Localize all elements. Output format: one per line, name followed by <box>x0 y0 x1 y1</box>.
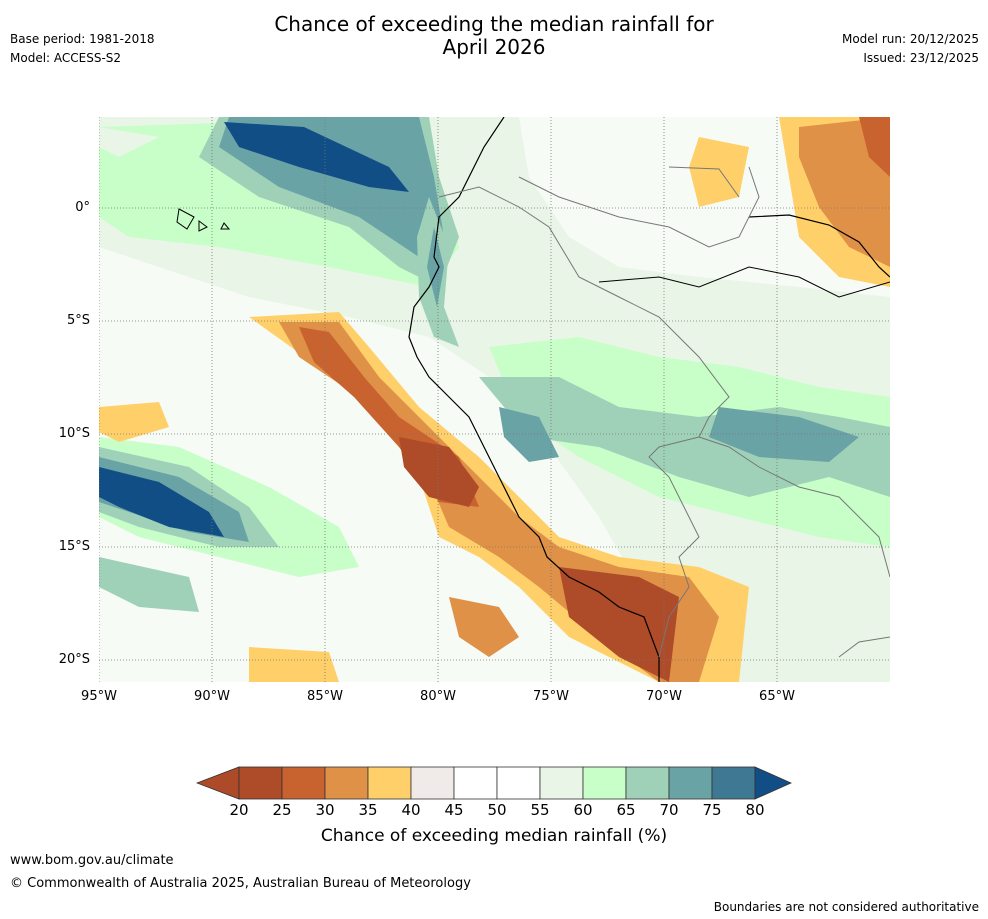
title-line-2: April 2026 <box>442 35 546 59</box>
model-run-label: Model run: 20/12/2025 <box>841 32 979 46</box>
colorbar-tick-60: 60 <box>573 801 593 819</box>
colorbar-tick-45: 45 <box>444 801 464 819</box>
lon-label-75w: 75°W <box>533 689 569 704</box>
model-label: Model: ACCESS-S2 <box>10 51 122 65</box>
colorbar-low-arrow <box>196 766 240 800</box>
colorbar-bin-55-60 <box>539 766 584 800</box>
colorbar-high-arrow <box>754 766 792 800</box>
colorbar-tick-55: 55 <box>530 801 550 819</box>
lon-label-90w: 90°W <box>194 689 230 704</box>
coastline <box>408 117 660 682</box>
footer-url: www.bom.gov.au/climate <box>10 853 174 868</box>
colorbar-bin-75-80 <box>711 766 756 800</box>
colorbar-tick-80: 80 <box>745 801 765 819</box>
colorbar-tick-40: 40 <box>401 801 421 819</box>
colorbar-label: Chance of exceeding median rainfall (%) <box>320 826 668 846</box>
lat-label-0: 0° <box>75 200 90 215</box>
lon-label-65w: 65°W <box>759 689 795 704</box>
lon-label-80w: 80°W <box>420 689 456 704</box>
colorbar-bin-35-40 <box>367 766 412 800</box>
colorbar <box>196 766 792 800</box>
page-title: Chance of exceeding the median rainfall … <box>0 13 988 59</box>
colorbar-tick-30: 30 <box>315 801 335 819</box>
colorbar-bin-40-45 <box>410 766 455 800</box>
lat-label-20s: 20°S <box>58 652 90 667</box>
country-borders <box>438 166 890 658</box>
colorbar-bin-50-55 <box>496 766 541 800</box>
footer-copyright: © Commonwealth of Australia 2025, Austra… <box>10 876 471 891</box>
colorbar-tick-75: 75 <box>702 801 722 819</box>
colorbar-bin-25-30 <box>281 766 326 800</box>
colorbar-tick-50: 50 <box>487 801 507 819</box>
galapagos-islands <box>176 208 231 232</box>
amazon-river <box>748 214 890 278</box>
colorbar-bin-45-50 <box>453 766 498 800</box>
rainfall-probability-map <box>99 117 890 682</box>
lat-label-10s: 10°S <box>58 426 90 441</box>
issued-label: Issued: 23/12/2025 <box>863 51 979 65</box>
lat-label-15s: 15°S <box>58 539 90 554</box>
title-line-1: Chance of exceeding the median rainfall … <box>274 12 714 36</box>
colorbar-tick-70: 70 <box>659 801 679 819</box>
colorbar-tick-65: 65 <box>616 801 636 819</box>
river-line <box>598 266 890 298</box>
colorbar-bin-70-75 <box>668 766 713 800</box>
base-period-label: Base period: 1981-2018 <box>10 32 155 46</box>
colorbar-bin-65-70 <box>625 766 670 800</box>
lon-label-70w: 70°W <box>646 689 682 704</box>
lat-label-5s: 5°S <box>66 313 90 328</box>
lon-label-95w: 95°W <box>81 689 117 704</box>
colorbar-tick-35: 35 <box>358 801 378 819</box>
colorbar-bin-20-25 <box>238 766 283 800</box>
footer-disclaimer: Boundaries are not considered authoritat… <box>713 900 979 914</box>
lon-label-85w: 85°W <box>307 689 343 704</box>
colorbar-tick-25: 25 <box>272 801 292 819</box>
graticule <box>99 117 890 682</box>
probability-shading <box>99 117 890 682</box>
colorbar-tick-20: 20 <box>229 801 249 819</box>
colorbar-bin-30-35 <box>324 766 369 800</box>
colorbar-bin-60-65 <box>582 766 627 800</box>
